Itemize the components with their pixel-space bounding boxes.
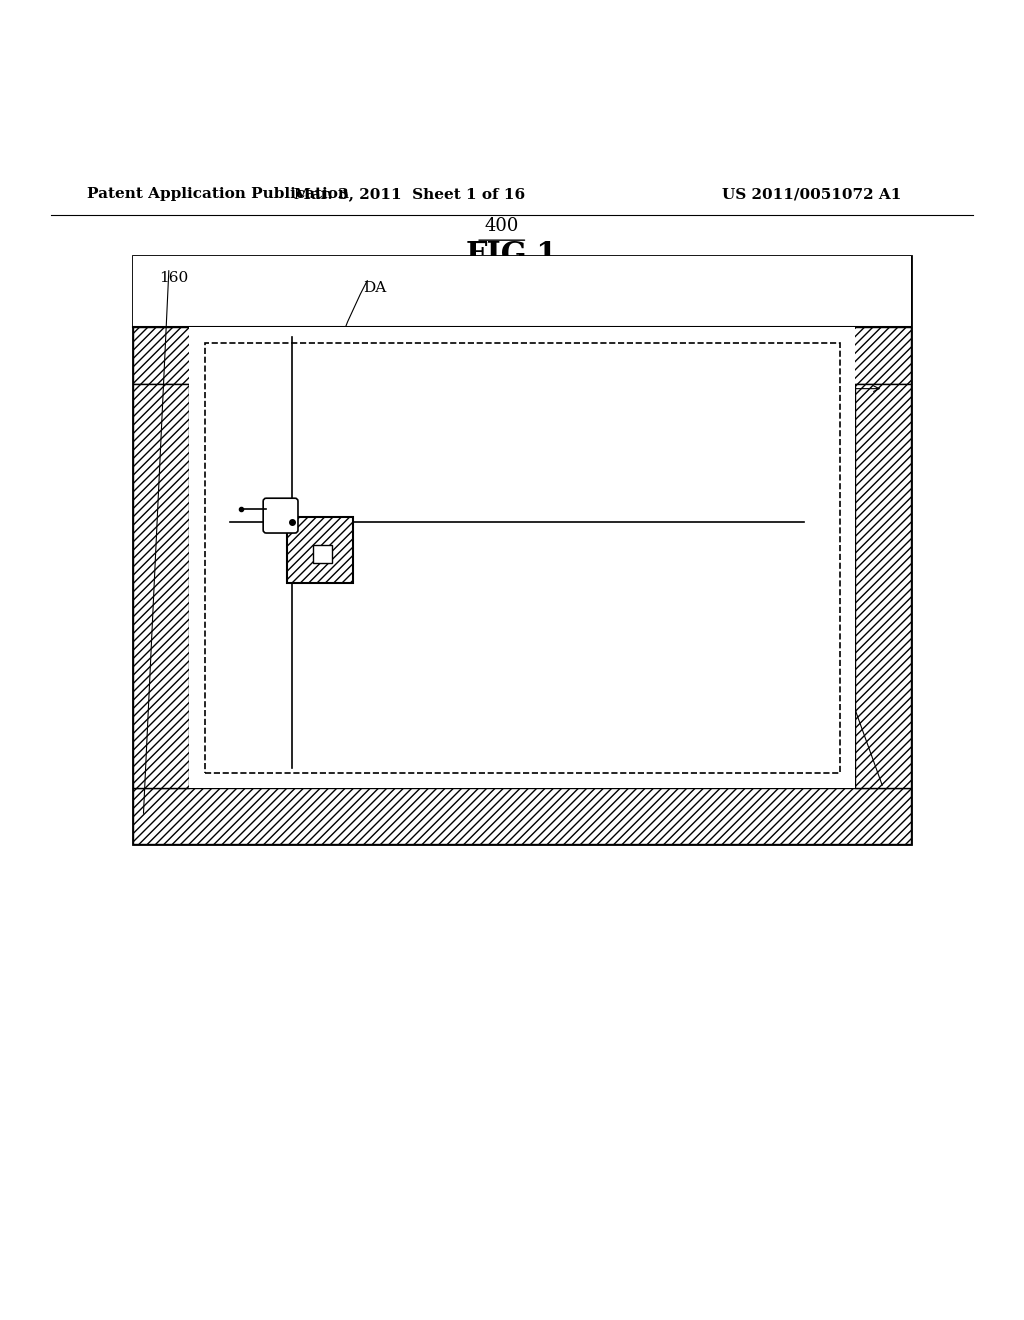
Text: DL: DL (268, 414, 291, 429)
Text: 400: 400 (484, 216, 519, 235)
Text: 350: 350 (732, 347, 761, 360)
Bar (133, 256, 911, 845)
Text: 120: 120 (289, 446, 318, 461)
Bar (133, 788, 911, 845)
Text: Mar. 3, 2011  Sheet 1 of 16: Mar. 3, 2011 Sheet 1 of 16 (294, 187, 525, 201)
Text: GL: GL (442, 504, 465, 519)
Text: DA: DA (364, 281, 387, 296)
Text: US 2011/0051072 A1: US 2011/0051072 A1 (722, 187, 901, 201)
Text: 140: 140 (355, 486, 385, 499)
Text: PA: PA (732, 378, 752, 392)
FancyBboxPatch shape (263, 498, 298, 533)
Bar (189, 327, 855, 788)
Bar (133, 327, 911, 384)
Bar (313, 545, 332, 564)
Text: Patent Application Publication: Patent Application Publication (87, 187, 349, 201)
Text: 110: 110 (361, 532, 391, 545)
Text: 160: 160 (159, 271, 188, 285)
Bar (133, 384, 189, 788)
Text: FIG.1: FIG.1 (466, 240, 558, 271)
Bar (287, 516, 353, 583)
Bar (855, 384, 911, 788)
Bar (205, 343, 840, 772)
Bar (133, 256, 911, 327)
